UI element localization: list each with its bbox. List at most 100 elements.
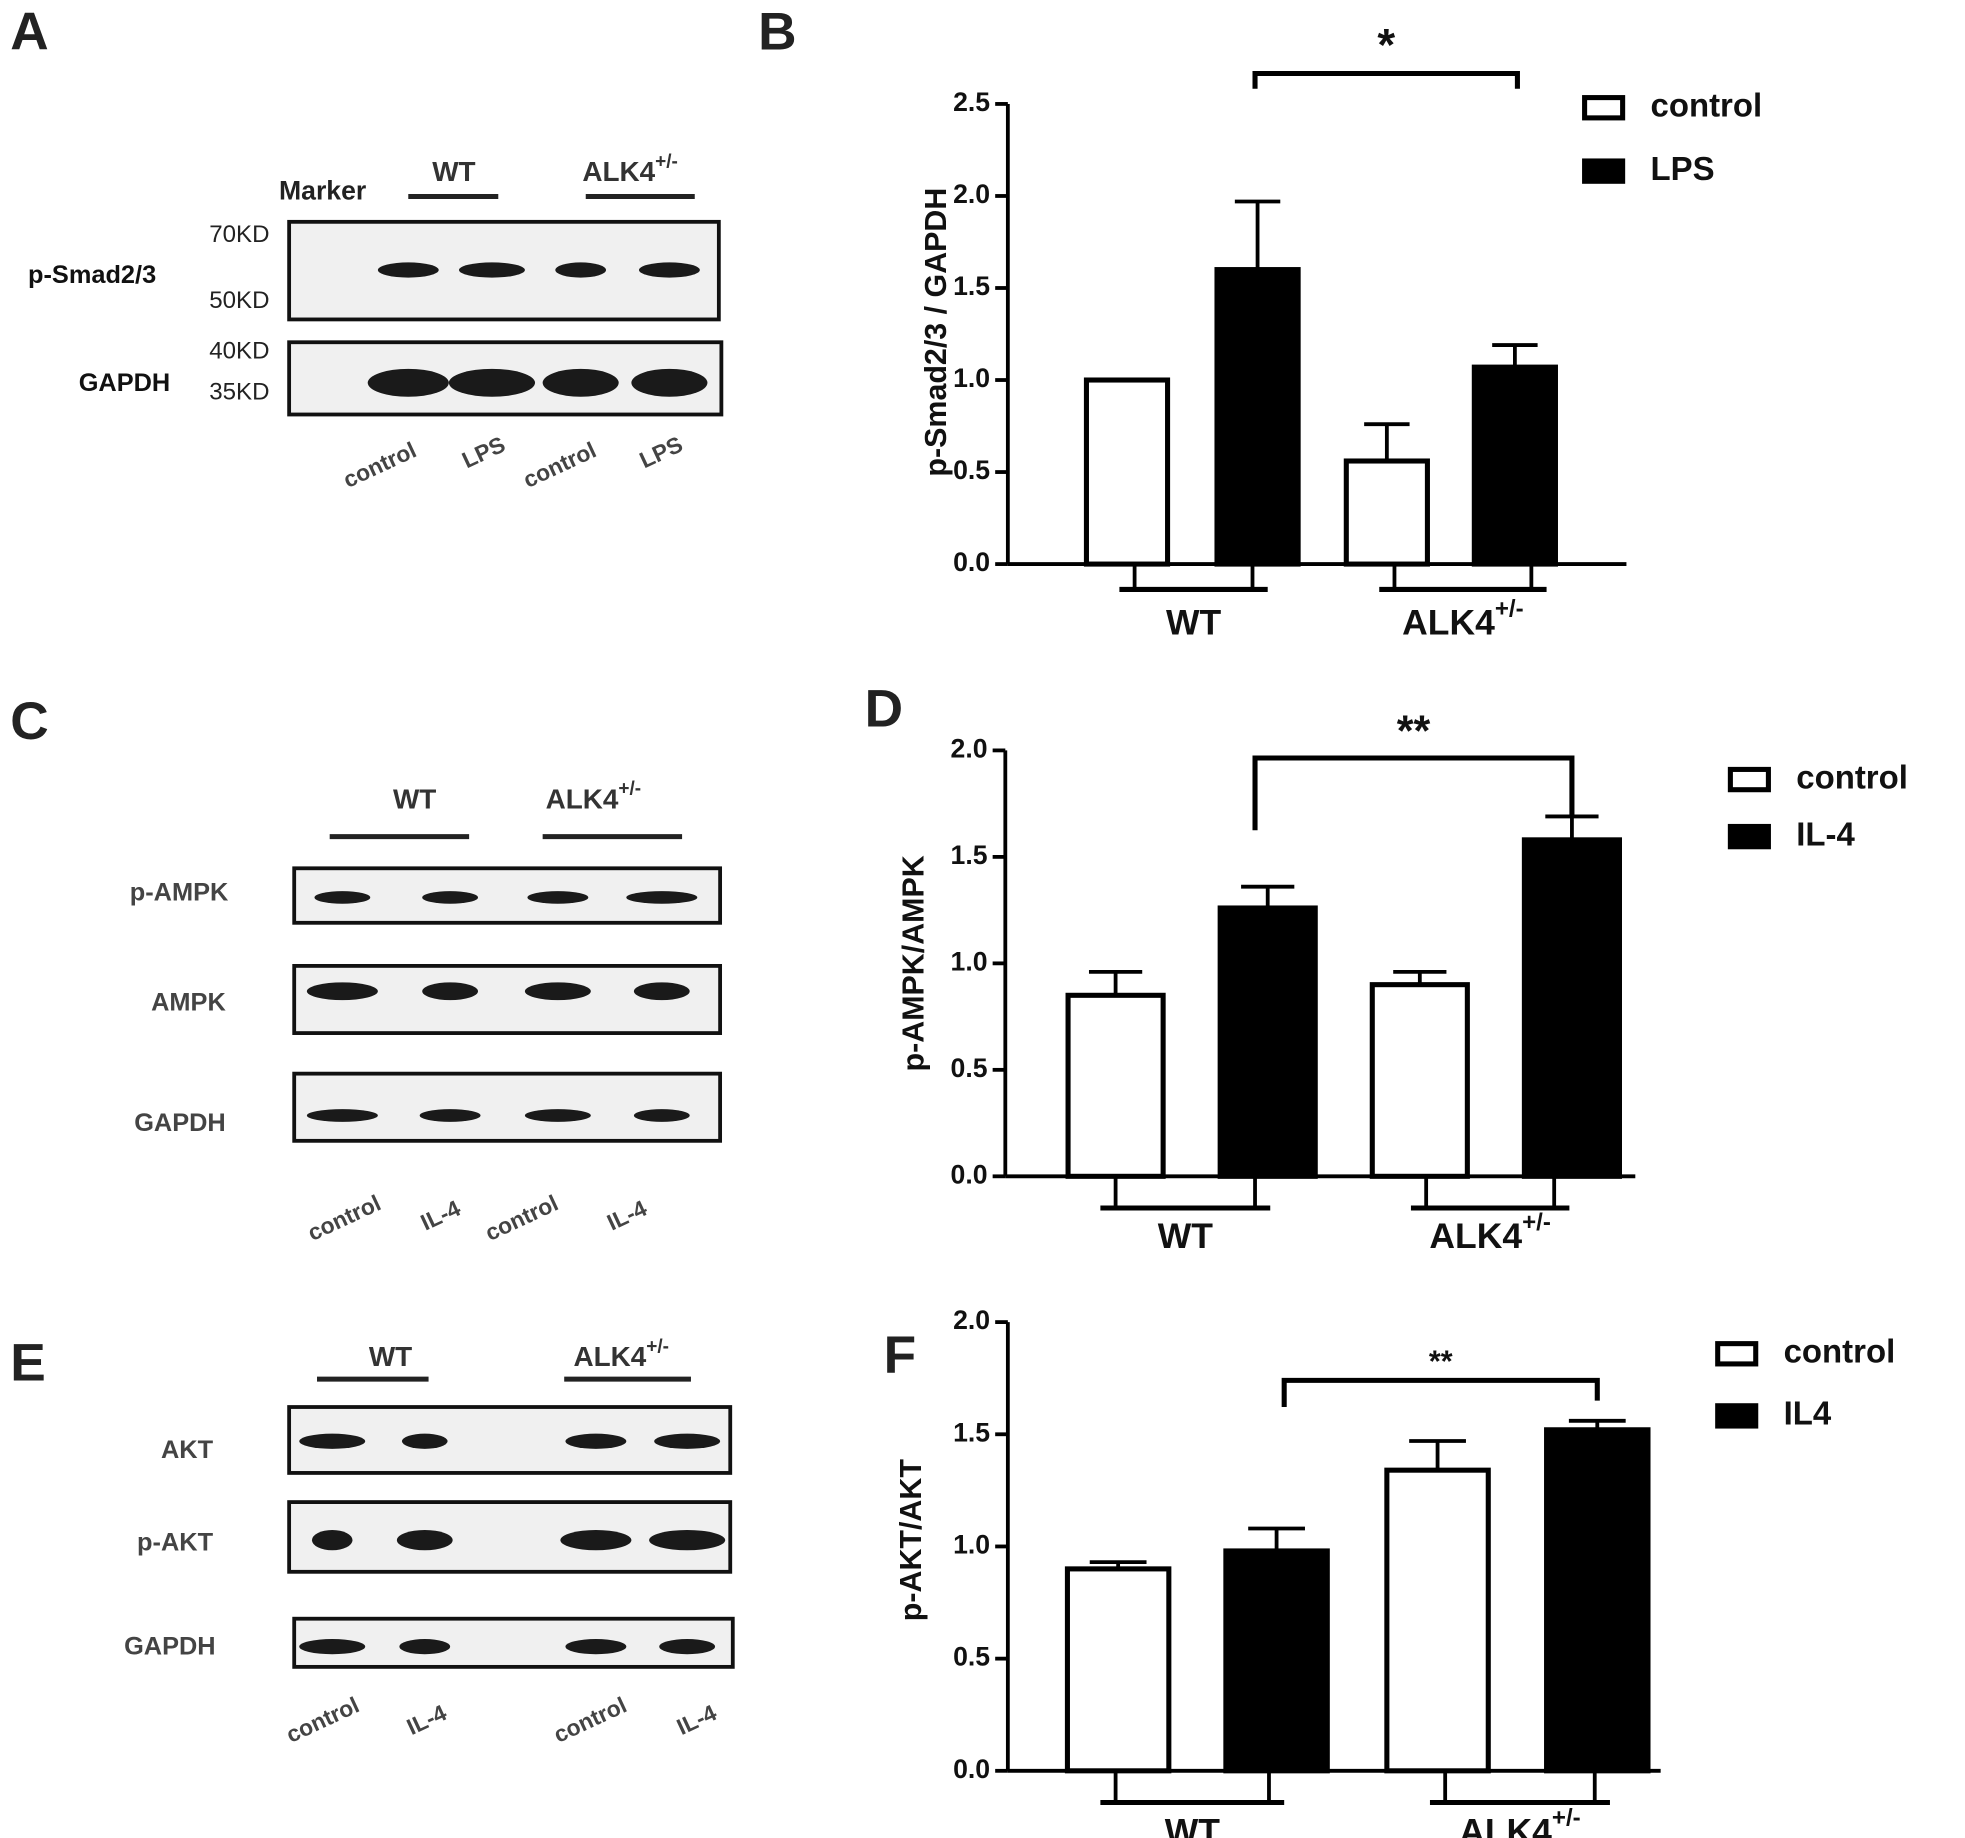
band [306, 982, 378, 1001]
band [565, 1433, 627, 1449]
band [555, 262, 607, 278]
superscript: +/- [655, 151, 678, 172]
band [399, 1638, 451, 1655]
row-label: GAPDH [134, 1109, 226, 1137]
y-tick-label: 2.0 [951, 733, 988, 763]
significance-bracket [1281, 1377, 1600, 1408]
y-tick-label: 1.5 [951, 840, 988, 870]
legend-swatch [1727, 766, 1771, 793]
group-label: WT [393, 783, 436, 814]
membrane [292, 1071, 723, 1143]
y-tick-label: 2.0 [953, 1305, 990, 1335]
bar [1223, 1548, 1330, 1774]
band [626, 891, 698, 904]
y-tick-label: 2.5 [953, 87, 990, 117]
panel-label: D [865, 679, 903, 738]
band [306, 1109, 378, 1122]
band [367, 368, 449, 397]
band [633, 982, 690, 1001]
band [396, 1529, 453, 1551]
legend-swatch [1727, 823, 1771, 850]
mw-label: 50KD [209, 287, 269, 314]
legend-swatch [1582, 95, 1626, 121]
band [659, 1638, 716, 1655]
band [422, 982, 479, 1001]
y-tick-label: 1.0 [953, 1529, 990, 1559]
significance-label: * [1377, 19, 1395, 70]
band [565, 1638, 627, 1655]
y-tick-label: 0.5 [953, 1642, 990, 1672]
legend-label: control [1784, 1332, 1896, 1369]
row-label: p-Smad2/3 [28, 261, 156, 289]
legend-label: control [1796, 758, 1908, 795]
band [633, 1109, 690, 1122]
y-axis-label: p-AKT/AKT [894, 1459, 928, 1622]
legend-label: IL4 [1784, 1395, 1832, 1432]
band [311, 1529, 353, 1551]
legend-label: LPS [1651, 150, 1715, 187]
superscript: +/- [646, 1336, 669, 1357]
row-label: GAPDH [79, 369, 171, 397]
bar [1064, 1566, 1172, 1774]
bar [1083, 377, 1171, 567]
legend-swatch [1582, 158, 1626, 184]
band [401, 1433, 448, 1449]
panel-label: C [10, 692, 48, 751]
band [542, 368, 619, 397]
row-label: AKT [161, 1436, 214, 1464]
y-tick-label: 0.5 [951, 1053, 988, 1083]
row-label: AMPK [151, 989, 226, 1017]
band [524, 1109, 591, 1122]
y-tick-label: 1.0 [953, 363, 990, 393]
superscript: +/- [1552, 1805, 1581, 1832]
band [448, 368, 536, 397]
bar [1065, 992, 1166, 1179]
y-tick-label: 1.5 [953, 1417, 990, 1447]
band [527, 891, 589, 904]
significance-label: ** [1429, 1345, 1453, 1379]
panel-label: B [758, 3, 796, 62]
superscript: +/- [1522, 1209, 1551, 1236]
band [419, 1109, 481, 1122]
row-label: GAPDH [124, 1633, 216, 1661]
bar [1343, 458, 1430, 567]
row-label: p-AKT [137, 1529, 214, 1557]
legend-label: control [1651, 86, 1763, 123]
membrane [292, 1616, 735, 1669]
superscript: +/- [618, 779, 641, 800]
membrane [292, 963, 723, 1035]
marker-label: Marker [279, 176, 366, 206]
band [654, 1433, 721, 1449]
bar [1214, 267, 1301, 567]
category-label: WT [1158, 1216, 1213, 1256]
y-tick-label: 1.0 [951, 946, 988, 976]
bar [1544, 1427, 1651, 1774]
y-tick-label: 2.0 [953, 179, 990, 209]
mw-label: 70KD [209, 221, 269, 248]
y-tick-label: 0.0 [953, 1754, 990, 1784]
panel-label: A [10, 3, 48, 62]
band [314, 891, 371, 904]
bar [1217, 905, 1318, 1179]
significance-label: ** [1397, 708, 1431, 756]
panel-label: E [10, 1334, 46, 1393]
band [649, 1529, 726, 1551]
band [299, 1638, 366, 1655]
y-tick-label: 0.5 [953, 455, 990, 485]
mw-label: 35KD [209, 378, 269, 405]
band [299, 1433, 366, 1449]
y-axis-label: p-Smad2/3 / GAPDH [919, 188, 953, 477]
band [631, 368, 708, 397]
y-tick-label: 1.5 [953, 271, 990, 301]
y-axis-label: p-AMPK/AMPK [896, 855, 930, 1071]
y-tick-label: 0.0 [953, 547, 990, 577]
legend-label: IL-4 [1796, 815, 1855, 852]
row-label: p-AMPK [130, 878, 229, 906]
legend-swatch [1715, 1403, 1759, 1429]
superscript: +/- [1495, 596, 1524, 623]
mw-label: 40KD [209, 338, 269, 365]
significance-bracket [1252, 70, 1520, 89]
group-label: WT [432, 156, 475, 187]
band [422, 891, 479, 904]
